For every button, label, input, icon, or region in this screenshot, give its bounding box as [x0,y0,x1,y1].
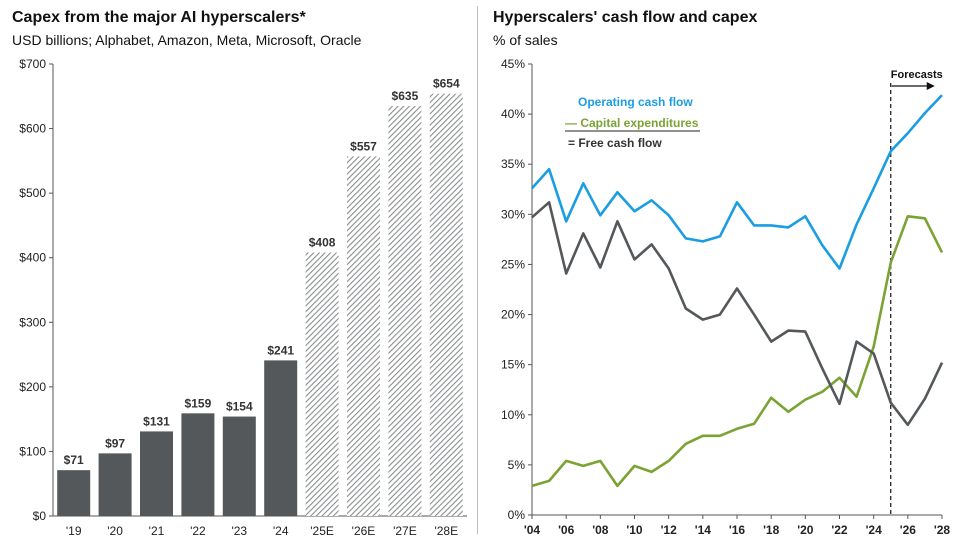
x-tick-label: '10 [626,523,643,537]
x-tick-label: '20 [797,523,814,537]
forecast-arrow-head [926,82,935,90]
series-line [531,201,944,427]
bar-value-label: $97 [105,436,125,450]
legend-operating-cash-flow: Operating cash flow [578,95,693,109]
y-tick-label: 10% [501,408,525,422]
bar-value-label: $154 [226,400,253,414]
y-tick-label: $600 [19,122,46,136]
x-tick-label: '26E [352,524,376,538]
bar-value-label: $654 [433,77,460,91]
x-tick-label: '21 [149,524,165,538]
bar-value-label: $131 [143,414,170,428]
y-tick-label: 35% [501,157,525,171]
y-tick-label: 40% [501,107,525,121]
x-tick-label: '23 [231,524,247,538]
bar [264,360,298,516]
right-line-chart: 0% 5% 10% 15% 20% 25% 30% 35% 40% 45% '04 '06 '08 '10… [501,57,950,537]
bar-value-label: $557 [350,139,377,153]
y-tick-label: $200 [19,380,46,394]
bar [181,413,215,516]
y-tick-label: 0% [508,508,526,522]
series-line [531,215,944,488]
x-tick-label: '24 [866,523,883,537]
x-tick-label: '06 [558,523,575,537]
x-tick-label: '19 [66,524,82,538]
bar [57,470,91,516]
y-tick-label: $700 [19,57,46,71]
left-chart-subtitle: USD billions; Alphabet, Amazon, Meta, Mi… [12,32,362,48]
x-tick-label: '28E [434,524,458,538]
x-tick-label: '16 [729,523,746,537]
series-line [531,94,943,270]
bar [305,252,339,516]
bar [98,453,132,516]
y-tick-label: $0 [33,509,47,523]
y-tick-label: $100 [19,444,46,458]
x-tick-label: '20 [107,524,123,538]
y-tick-label: $300 [19,315,46,329]
bar [388,105,422,516]
y-tick-label: 25% [501,257,525,271]
y-tick-label: $400 [19,251,46,265]
y-tick-label: 45% [501,57,525,71]
bar-value-label: $159 [185,396,212,410]
bar-value-label: $408 [309,236,336,250]
y-tick-label: $500 [19,186,46,200]
left-chart-title: Capex from the major AI hyperscalers* [12,9,306,26]
panel-divider [477,6,478,534]
bar-value-label: $635 [392,89,419,103]
right-chart-subtitle: % of sales [493,32,558,48]
bar-value-label: $241 [267,343,294,357]
bar [222,416,256,516]
x-tick-label: '14 [695,523,712,537]
y-tick-label: 20% [501,308,525,322]
x-tick-label: '28 [934,523,951,537]
x-tick-label: '18 [763,523,780,537]
x-tick-label: '27E [393,524,417,538]
y-tick-label: 5% [508,458,526,472]
x-tick-label: '22 [831,523,848,537]
right-chart-title: Hyperscalers' cash flow and capex [493,9,758,26]
bar [429,93,463,517]
x-tick-label: '25E [310,524,334,538]
forecast-label: Forecasts [891,69,943,81]
legend-capital-expenditures: — Capital expenditures [565,116,699,130]
bar [347,156,380,516]
x-tick-label: '04 [524,523,541,537]
x-tick-label: '26 [900,523,917,537]
x-tick-label: '24 [273,524,289,538]
x-tick-label: '08 [592,523,609,537]
bar-value-label: $71 [64,453,84,467]
x-tick-label: '22 [190,524,206,538]
legend-free-cash-flow: = Free cash flow [568,136,662,150]
y-tick-label: 15% [501,358,525,372]
bar [140,431,173,516]
x-tick-label: '12 [661,523,678,537]
y-tick-label: 30% [501,207,525,221]
left-bar-chart: $0 $100 $200 $300 $400 $500 $600 $700 $71 '19 $97 '… [19,57,467,538]
